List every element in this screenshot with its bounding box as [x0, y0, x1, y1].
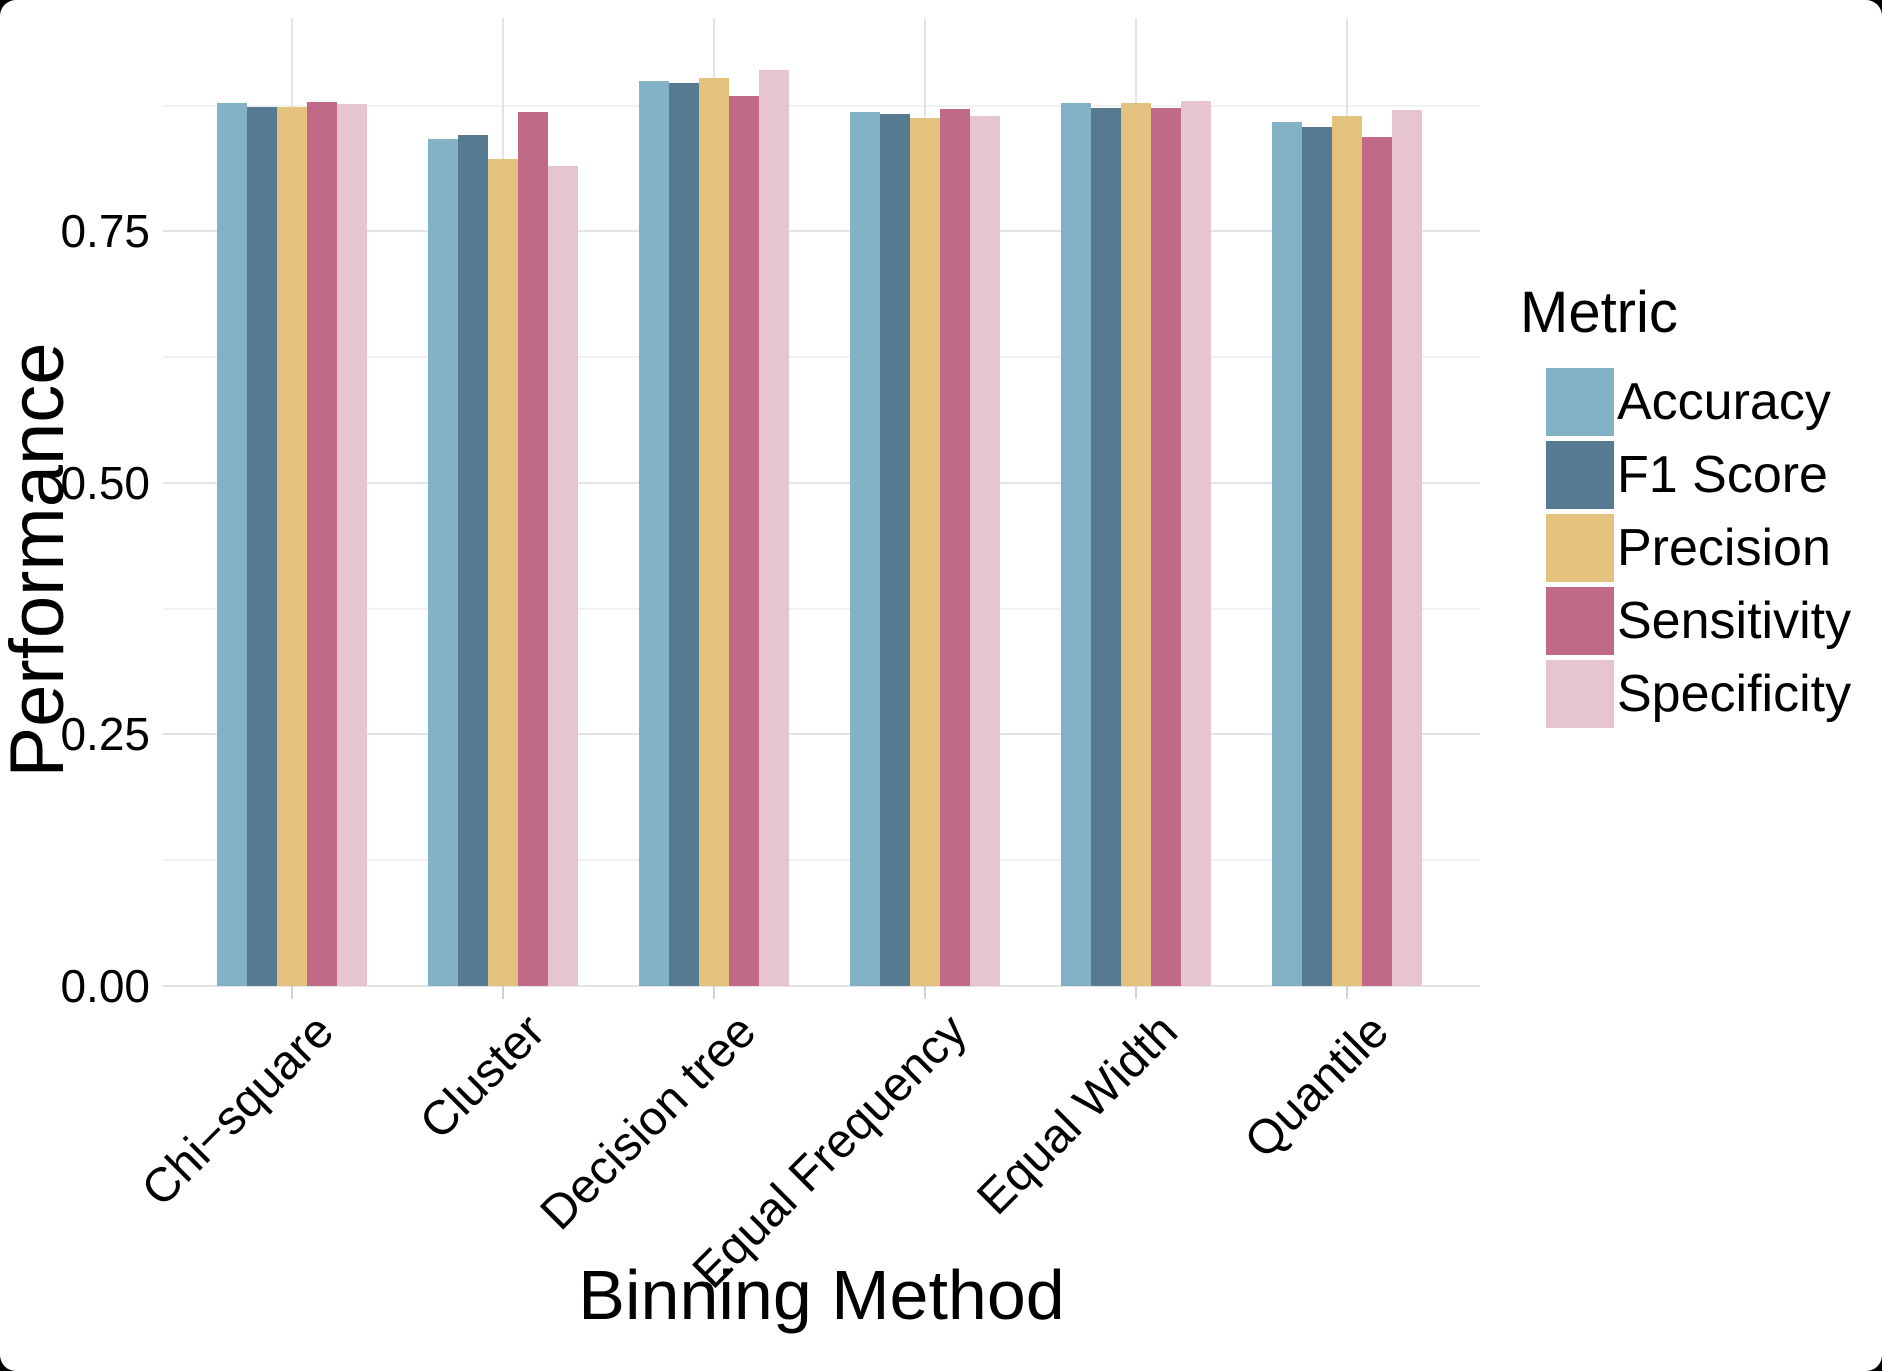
legend-key-swatch: [1546, 660, 1614, 728]
bar-Cluster-Sensitivity: [518, 111, 548, 986]
bar-Chi−square-Sensitivity: [307, 101, 337, 986]
bar-Equal Frequency-Specificity: [970, 115, 1000, 986]
bar-Decision tree-F1 Score: [669, 83, 699, 986]
gridline-major-horizontal: [163, 230, 1480, 233]
x-tick-label: Equal Width: [967, 1004, 1189, 1226]
legend-item-label: Accuracy: [1617, 373, 1831, 431]
bar-Chi−square-F1 Score: [247, 106, 277, 986]
legend-key-swatch: [1546, 441, 1614, 509]
x-axis-tick: [924, 986, 926, 999]
legend-key-swatch: [1546, 514, 1614, 582]
bar-Cluster-Accuracy: [428, 138, 458, 986]
bar-Equal Width-Specificity: [1181, 100, 1211, 986]
bar-Decision tree-Sensitivity: [729, 96, 759, 986]
bar-Chi−square-Precision: [277, 106, 307, 986]
x-tick-label: Decision tree: [530, 1004, 767, 1241]
bar-Cluster-Specificity: [548, 165, 578, 986]
x-axis-tick: [291, 986, 293, 999]
bar-Equal Frequency-Accuracy: [850, 111, 880, 986]
y-tick-label: 0.75: [60, 205, 150, 258]
bar-Quantile-Precision: [1332, 115, 1362, 986]
gridline-minor-horizontal: [163, 104, 1480, 107]
bar-Decision tree-Accuracy: [639, 81, 669, 986]
x-axis-title: Binning Method: [578, 1256, 1065, 1334]
legend-item: Accuracy: [1546, 368, 1880, 436]
gridline-minor-horizontal: [163, 607, 1480, 610]
legend-items: Accuracy F1 Score Precision Sensitivity Spec…: [1520, 368, 1880, 728]
bar-Quantile-Specificity: [1392, 109, 1422, 986]
legend-item: Sensitivity: [1546, 587, 1880, 655]
bar-Quantile-Sensitivity: [1362, 136, 1392, 986]
x-tick-label: Chi−square: [132, 1004, 345, 1217]
bar-Equal Width-F1 Score: [1091, 107, 1121, 986]
legend-item: Precision: [1546, 514, 1880, 582]
bar-Decision tree-Specificity: [759, 70, 789, 986]
bar-Equal Frequency-Precision: [910, 117, 940, 986]
gridline-minor-horizontal: [163, 356, 1480, 359]
legend-item-label: Precision: [1617, 519, 1831, 577]
bar-Decision tree-Precision: [699, 78, 729, 986]
bar-Chi−square-Accuracy: [217, 102, 247, 986]
legend-item-label: Sensitivity: [1617, 592, 1852, 650]
bar-Quantile-Accuracy: [1272, 121, 1302, 986]
x-tick-label: Cluster: [410, 1004, 556, 1150]
legend-item: Specificity: [1546, 660, 1880, 728]
legend: Metric Accuracy F1 Score Precision Sensitiv…: [1520, 282, 1880, 733]
legend-key-swatch: [1546, 587, 1614, 655]
bar-Equal Width-Sensitivity: [1151, 107, 1181, 986]
y-tick-label: 0.00: [60, 960, 150, 1012]
legend-key-swatch: [1546, 368, 1614, 436]
gridline-minor-horizontal: [163, 859, 1480, 862]
gridline-major-horizontal: [163, 985, 1480, 987]
legend-item-label: Specificity: [1617, 665, 1852, 723]
x-axis-tick: [713, 986, 715, 999]
gridline-major-horizontal: [163, 733, 1480, 736]
bar-Equal Width-Precision: [1121, 102, 1151, 986]
bar-Cluster-F1 Score: [458, 134, 488, 986]
bar-Equal Width-Accuracy: [1061, 102, 1091, 986]
bar-Chi−square-Specificity: [337, 103, 367, 986]
bar-Cluster-Precision: [488, 158, 518, 986]
y-tick-label: 0.50: [60, 456, 150, 509]
x-axis-tick: [1135, 986, 1137, 999]
y-tick-label: 0.25: [60, 708, 150, 761]
legend-item-label: F1 Score: [1617, 446, 1828, 504]
bar-Equal Frequency-F1 Score: [880, 113, 910, 986]
x-tick-label: Quantile: [1235, 1004, 1400, 1169]
x-axis-tick: [502, 986, 504, 999]
legend-title: Metric: [1520, 280, 1678, 345]
bar-Equal Frequency-Sensitivity: [940, 108, 970, 986]
legend-item: F1 Score: [1546, 441, 1880, 509]
bar-Quantile-F1 Score: [1302, 126, 1332, 986]
gridline-major-horizontal: [163, 481, 1480, 484]
x-axis-tick: [1346, 986, 1348, 999]
